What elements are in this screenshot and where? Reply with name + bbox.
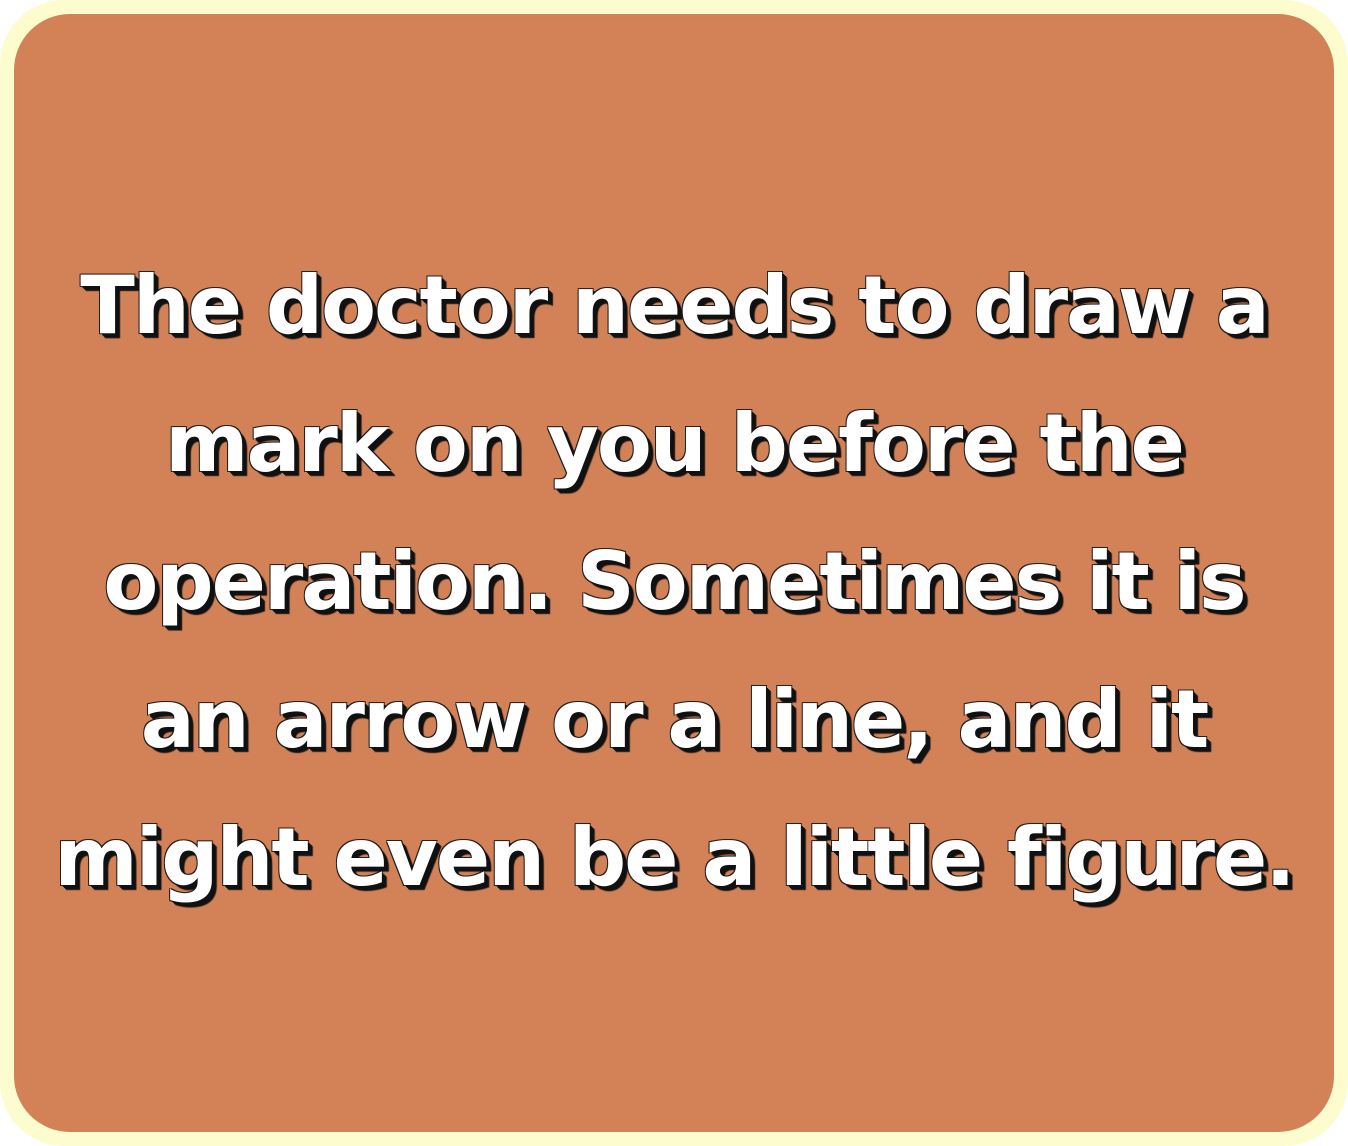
message-card: The doctor needs to draw a mark on you b… [14,14,1334,1132]
message-line-3: operation. Sometimes it is [103,535,1246,628]
message-text: The doctor needs to draw a mark on you b… [19,219,1329,927]
message-line-1: The doctor needs to draw a [80,259,1270,352]
message-line-2: mark on you before the [165,397,1185,490]
message-line-4: an arrow or a line, and it [140,673,1210,766]
message-line-5: might even be a little figure. [54,811,1295,904]
